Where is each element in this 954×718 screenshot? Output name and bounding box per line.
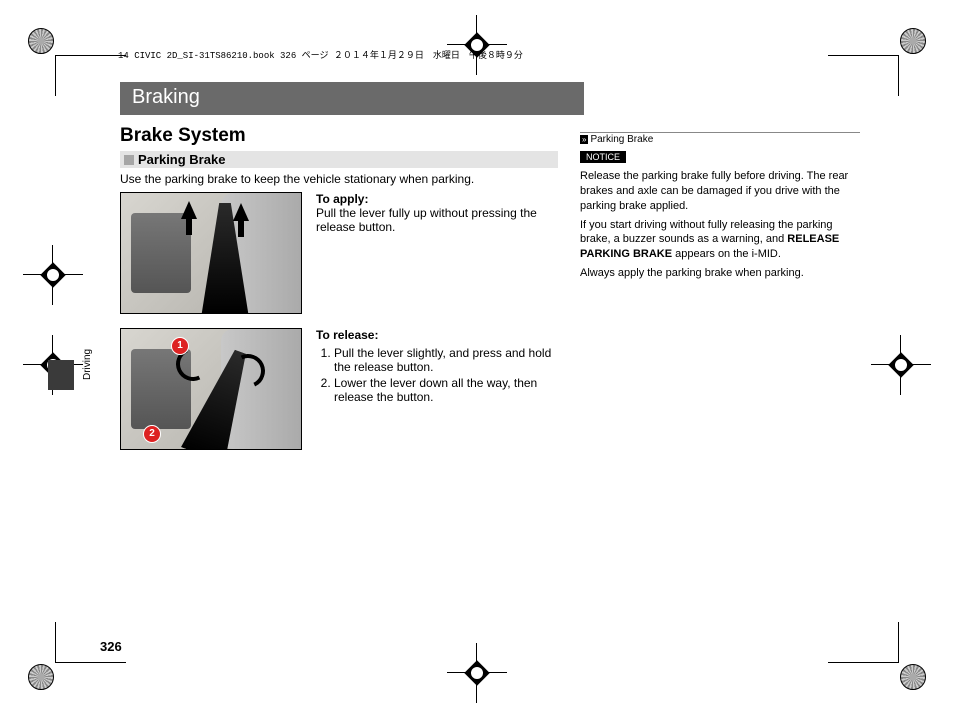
apply-illustration — [120, 192, 302, 314]
section-tab-label: Driving — [82, 349, 93, 380]
release-step: Pull the lever slightly, and press and h… — [334, 346, 560, 374]
sidebar-paragraph: Release the parking brake fully before d… — [580, 169, 860, 214]
registration-target-icon — [452, 20, 502, 70]
sidebar-paragraph: Always apply the parking brake when park… — [580, 266, 860, 281]
release-lead: To release: — [316, 328, 560, 342]
apply-lead: To apply: — [316, 192, 560, 206]
book-header-text: 14 CIVIC 2D_SI-31TS86210.book 326 ページ ２０… — [118, 48, 523, 61]
step-badge-2: 2 — [143, 425, 161, 443]
step-badge-1: 1 — [171, 337, 189, 355]
sidebar-paragraph: If you start driving without fully relea… — [580, 218, 860, 263]
apply-row: To apply: Pull the lever fully up withou… — [120, 192, 560, 314]
subsection-title: Parking Brake — [120, 151, 558, 168]
square-bullet-icon — [124, 155, 134, 165]
sidebar-notes: »Parking Brake NOTICE Release the parkin… — [580, 132, 860, 285]
release-step: Lower the lever down all the way, then r… — [334, 376, 560, 404]
notice-badge: NOTICE — [580, 151, 626, 163]
release-illustration: 1 2 — [120, 328, 302, 450]
arrow-up-icon — [233, 203, 249, 221]
chapter-title: Braking — [120, 82, 584, 115]
section-tab — [48, 360, 74, 390]
chevron-icon: » — [580, 135, 588, 144]
sidebar-title: »Parking Brake — [580, 132, 860, 145]
registration-target-icon — [876, 340, 926, 390]
sidebar-title-text: Parking Brake — [590, 134, 653, 145]
release-row: 1 2 To release: Pull the lever slightly,… — [120, 328, 560, 450]
page: 14 CIVIC 2D_SI-31TS86210.book 326 ページ ２０… — [0, 0, 954, 718]
registration-target-icon — [452, 648, 502, 698]
intro-text: Use the parking brake to keep the vehicl… — [120, 172, 550, 186]
content-area: Braking Brake System Parking Brake Use t… — [120, 82, 854, 638]
crop-mark — [55, 55, 126, 96]
release-instructions: To release: Pull the lever slightly, and… — [316, 328, 560, 450]
apply-instructions: To apply: Pull the lever fully up withou… — [316, 192, 560, 314]
release-steps-list: Pull the lever slightly, and press and h… — [316, 346, 560, 404]
subsection-title-text: Parking Brake — [138, 152, 225, 167]
page-number: 326 — [100, 639, 122, 654]
registration-target-icon — [28, 250, 78, 300]
apply-text: Pull the lever fully up without pressing… — [316, 206, 560, 234]
arrow-up-icon — [181, 201, 197, 219]
